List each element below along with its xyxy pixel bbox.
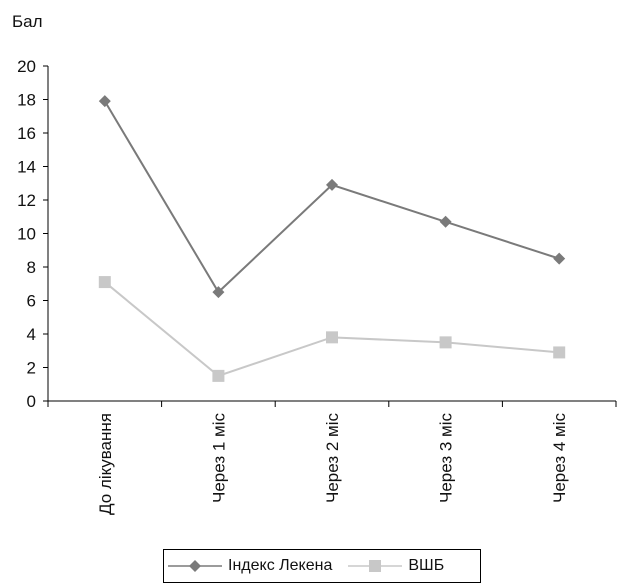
y-tick-label: 12 — [17, 191, 36, 210]
x-category-label: До лікування — [96, 413, 115, 515]
series-2-point — [212, 369, 225, 382]
series-2-point — [326, 331, 338, 344]
x-category-label: Через 2 міс — [323, 413, 342, 503]
series-2-point — [98, 276, 111, 289]
series-line-1 — [103, 100, 560, 294]
legend-diamond-marker-icon — [168, 560, 222, 572]
legend-item-series-1: Індекс Лекена — [164, 556, 344, 576]
x-category-label: Через 4 міс — [550, 413, 569, 503]
y-tick-label: 6 — [27, 292, 36, 311]
y-tick-label: 8 — [27, 258, 36, 277]
series-2-point — [439, 336, 452, 349]
series-1-point — [553, 252, 566, 265]
series-1-point — [326, 178, 338, 191]
y-tick-label: 16 — [17, 124, 36, 143]
y-axis-title: Бал — [12, 12, 43, 31]
chart-legend: Індекс Лекена ВШБ — [163, 549, 481, 583]
series-1-point — [212, 286, 225, 299]
y-tick-label: 4 — [27, 325, 36, 344]
y-tick-label: 14 — [17, 158, 36, 177]
legend-label-series-2: ВШБ — [408, 557, 445, 574]
series-2-point — [553, 346, 566, 359]
y-tick-label: 2 — [27, 359, 36, 378]
y-tick-label: 0 — [27, 392, 36, 411]
legend-square-marker-icon — [348, 560, 403, 572]
legend-label-series-1: Індекс Лекена — [228, 557, 333, 574]
y-tick-label: 20 — [17, 57, 36, 76]
y-tick-label: 10 — [17, 225, 36, 244]
x-category-label: Через 1 міс — [209, 413, 228, 503]
legend-item-series-2: ВШБ — [344, 556, 456, 576]
x-category-label: Через 3 міс — [437, 413, 456, 503]
y-tick-label: 18 — [17, 91, 36, 110]
series-1-point — [439, 215, 452, 228]
series-1-point — [98, 95, 111, 108]
series-line-2 — [104, 281, 560, 378]
